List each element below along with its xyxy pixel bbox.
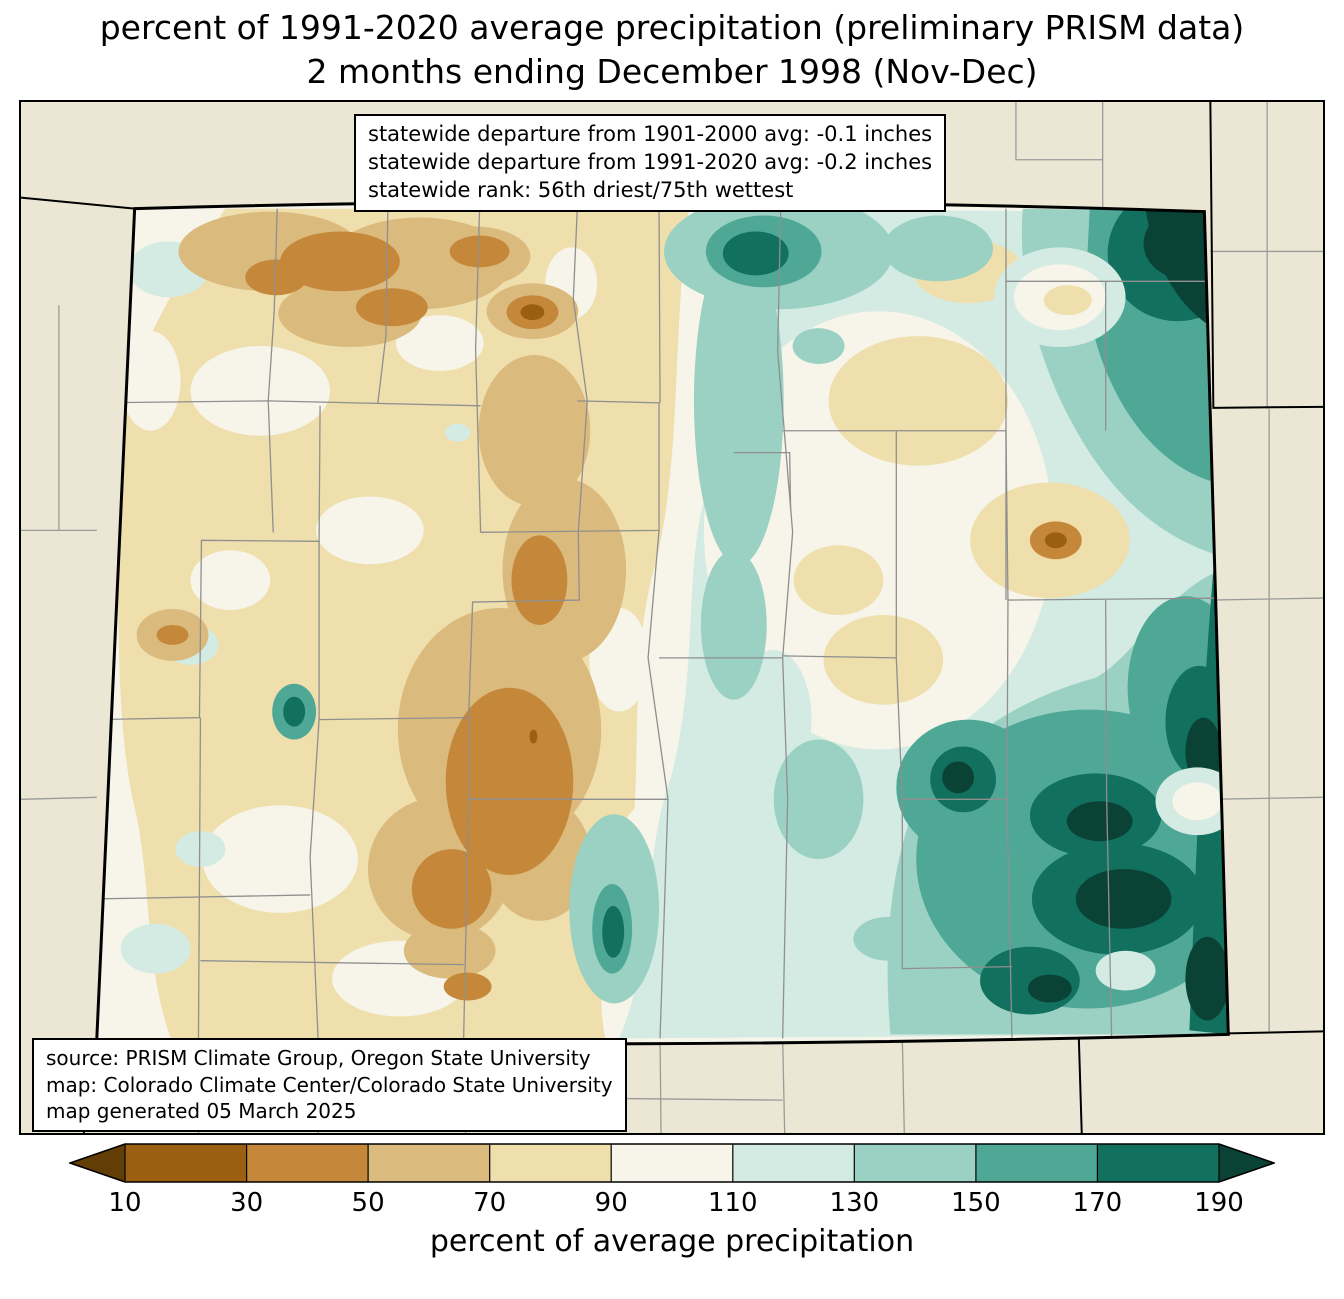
- colorbar-tick-label: 190: [1194, 1188, 1244, 1218]
- colorbar-ticks: 10 30 50 70 90 110 130 150 170 190: [69, 1188, 1275, 1220]
- colorbar: 10 30 50 70 90 110 130 150 170 190 perce…: [0, 1141, 1344, 1259]
- map-title: percent of 1991-2020 average precipitati…: [0, 6, 1344, 93]
- colorbar-tick-label: 50: [351, 1188, 385, 1218]
- colorbar-left-arrow: [70, 1144, 125, 1182]
- colorbar-tick-label: 90: [594, 1188, 628, 1218]
- colorbar-tick-label: 30: [230, 1188, 264, 1218]
- colorbar-tick-label: 10: [108, 1188, 142, 1218]
- source-line-2: map: Colorado Climate Center/Colorado St…: [46, 1072, 613, 1097]
- colorbar-segments: [125, 1144, 1220, 1182]
- title-line-2: 2 months ending December 1998 (Nov-Dec): [306, 51, 1038, 91]
- colorbar-tick-label: 110: [707, 1188, 758, 1218]
- colorbar-tick-label: 170: [1072, 1188, 1123, 1218]
- colorbar-gradient: [69, 1143, 1275, 1183]
- title-line-1: percent of 1991-2020 average precipitati…: [99, 8, 1245, 47]
- map-frame: statewide departure from 1901-2000 avg: …: [19, 100, 1325, 1135]
- colorbar-label: percent of average precipitation: [429, 1224, 915, 1259]
- colorado-map: [21, 102, 1323, 1133]
- source-box: source: PRISM Climate Group, Oregon Stat…: [32, 1038, 627, 1132]
- colorbar-tick-label: 70: [473, 1188, 507, 1218]
- source-line-3: map generated 05 March 2025: [46, 1099, 357, 1124]
- colorbar-tick-label: 150: [951, 1188, 1001, 1218]
- colorbar-right-arrow: [1219, 1144, 1274, 1182]
- colorbar-tick-label: 130: [829, 1188, 880, 1218]
- stats-line-2: statewide departure from 1991-2020 avg: …: [368, 149, 933, 174]
- stats-box: statewide departure from 1901-2000 avg: …: [354, 114, 947, 212]
- stats-line-1: statewide departure from 1901-2000 avg: …: [368, 122, 933, 146]
- precipitation-contours: [96, 201, 1229, 1044]
- colorbar-dividers: [124, 1144, 1220, 1182]
- colorbar-outline: [69, 1143, 1275, 1183]
- county-lines: [96, 208, 1229, 1039]
- source-line-1: source: PRISM Climate Group, Oregon Stat…: [46, 1046, 591, 1070]
- stats-line-3: statewide rank: 56th driest/75th wettest: [368, 177, 794, 202]
